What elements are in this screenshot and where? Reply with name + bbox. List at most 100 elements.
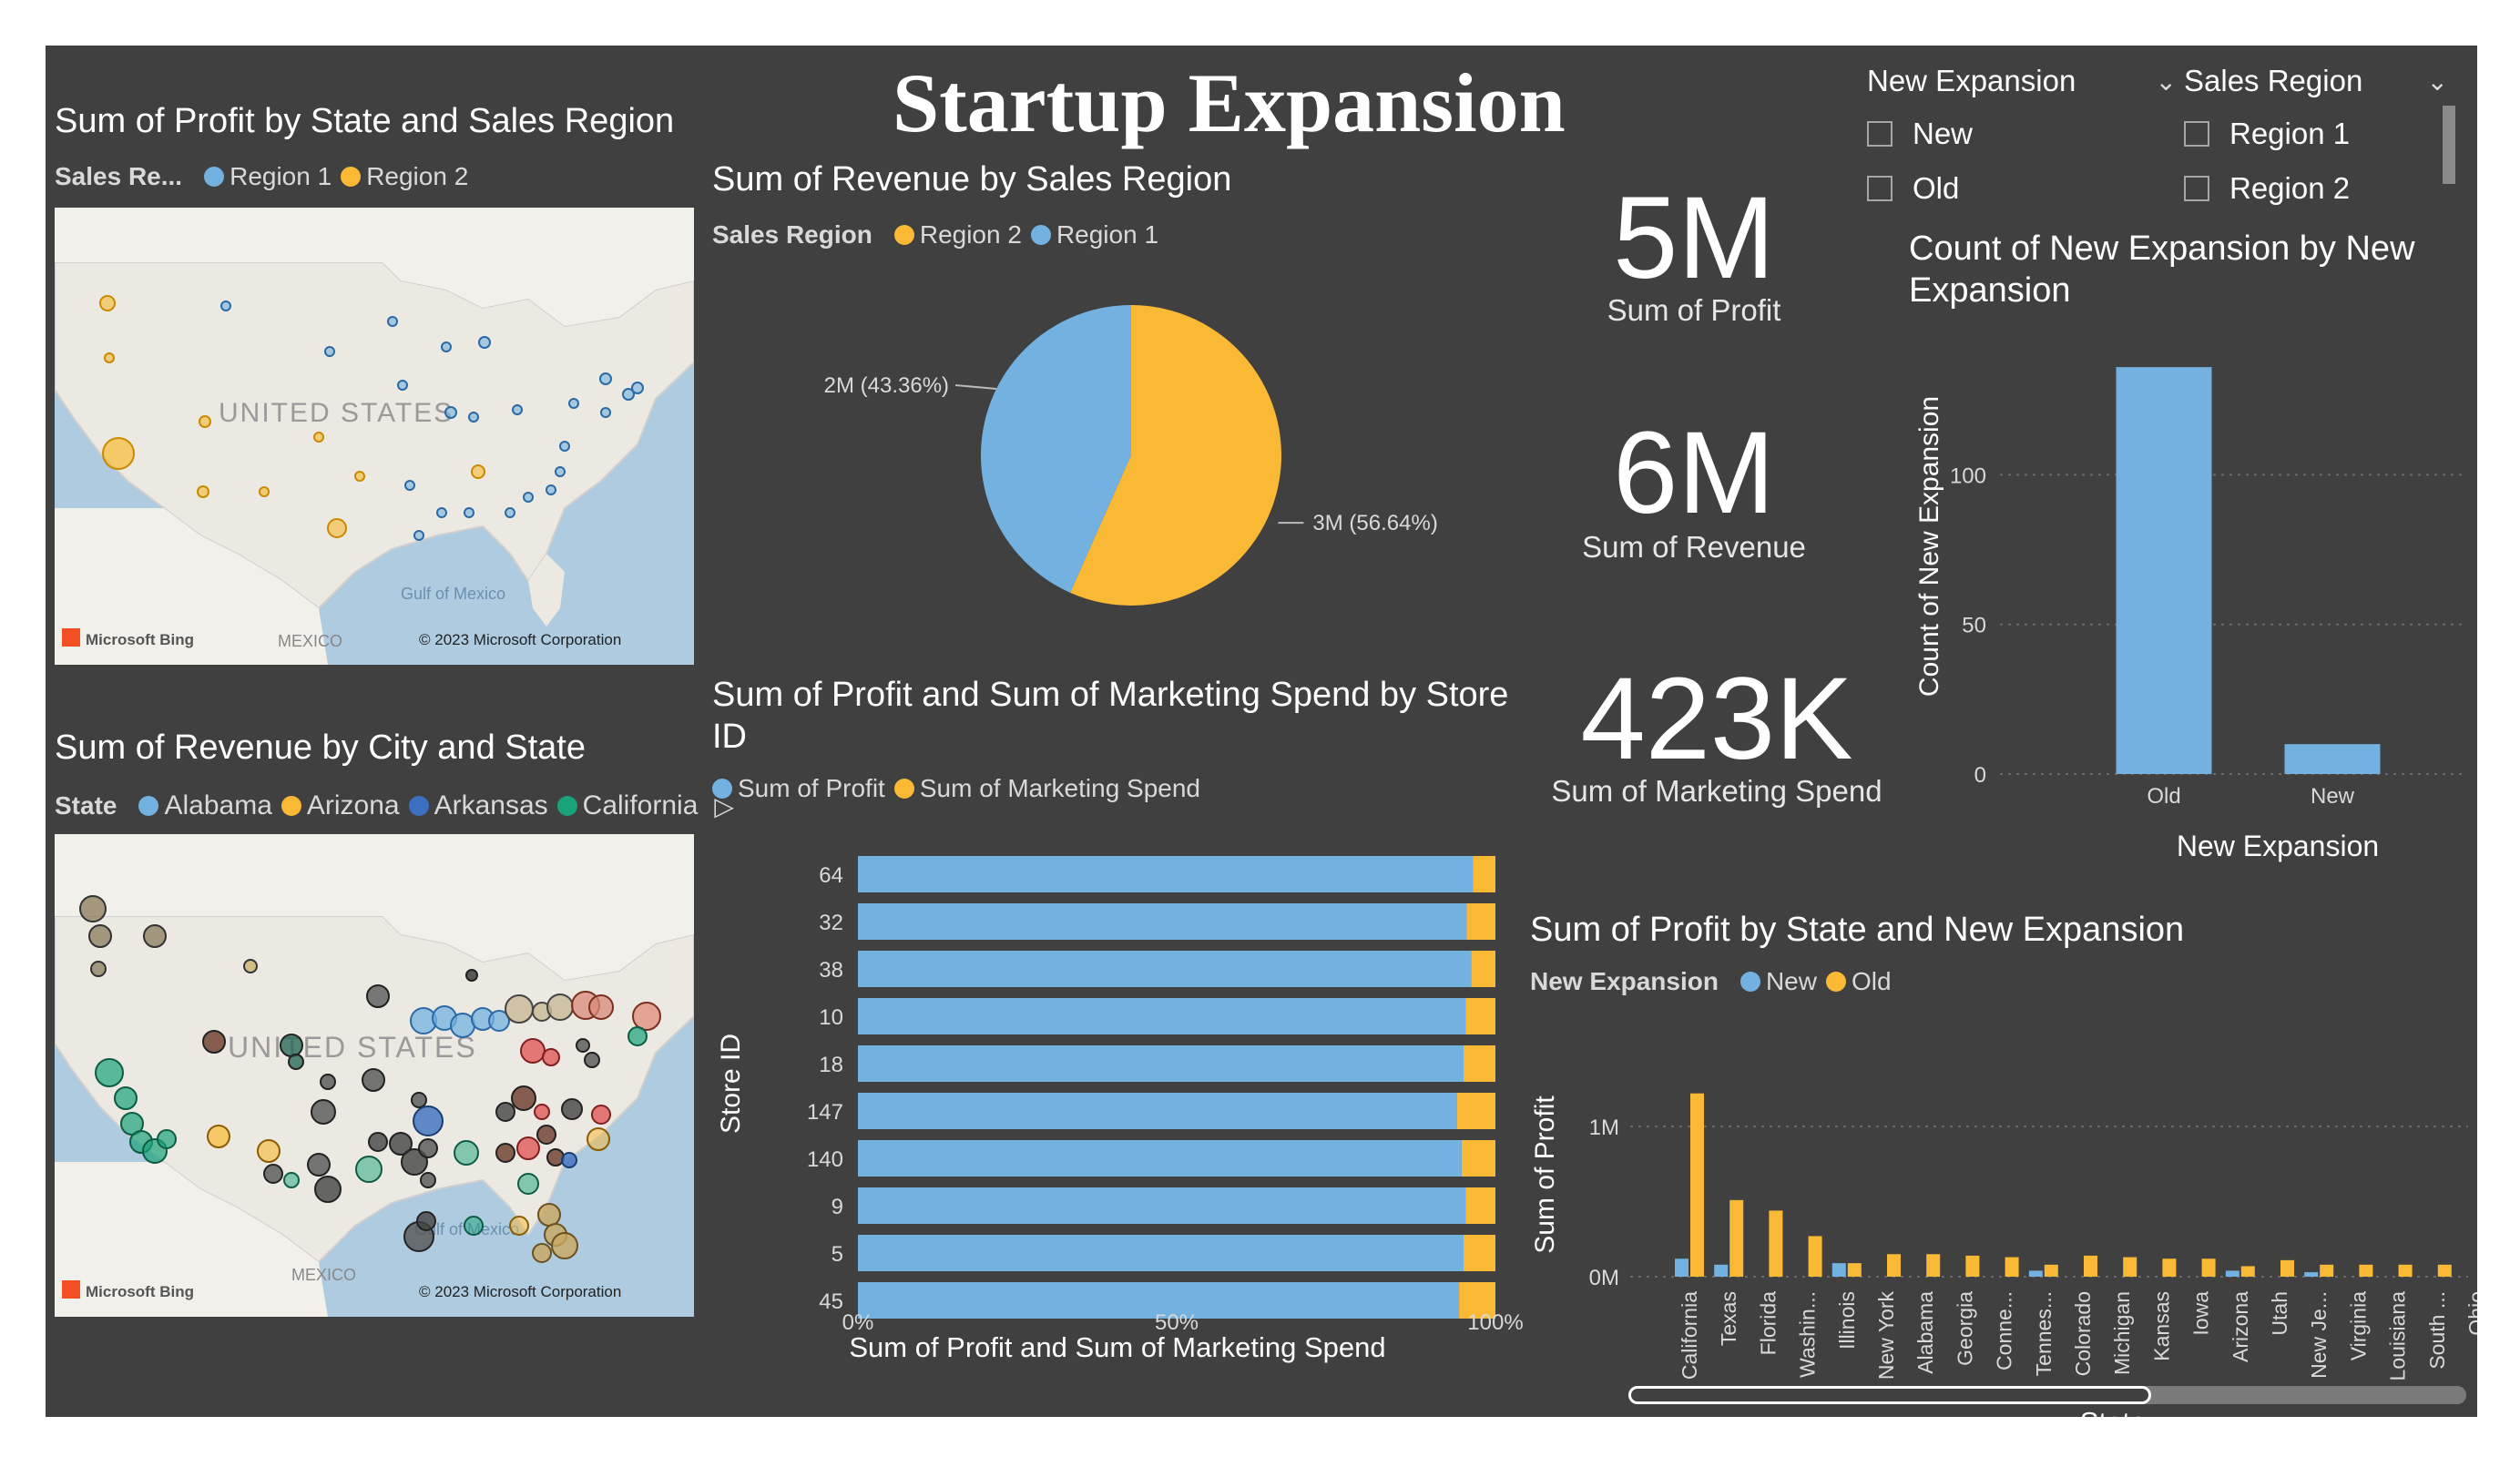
state-bar-new[interactable] xyxy=(1714,1264,1729,1277)
slicer-option-region2[interactable]: Region 2 xyxy=(2184,171,2494,206)
state-bar-new[interactable] xyxy=(2028,1270,2043,1277)
count-bar-old[interactable] xyxy=(2116,367,2212,774)
map-bubble[interactable] xyxy=(532,1243,552,1263)
map-bubble[interactable] xyxy=(313,432,324,443)
map-bubble[interactable] xyxy=(555,466,566,477)
bar-profit[interactable] xyxy=(858,1187,1466,1224)
state-bar-old[interactable] xyxy=(2005,1257,2019,1277)
map-bubble[interactable] xyxy=(401,1148,428,1176)
map-bubble[interactable] xyxy=(561,1098,583,1120)
slicer-new-expansion-header[interactable]: New Expansion ⌄ xyxy=(1867,64,2177,98)
map-bubble[interactable] xyxy=(587,1127,610,1151)
legend-next-arrow-icon[interactable]: ▷ xyxy=(714,791,734,820)
map-bubble[interactable] xyxy=(320,1074,336,1090)
map-bubble[interactable] xyxy=(546,993,574,1021)
map-bubble[interactable] xyxy=(584,1052,600,1068)
bar-marketing[interactable] xyxy=(1457,1093,1495,1129)
map-bubble[interactable] xyxy=(354,471,365,482)
map-bubble[interactable] xyxy=(495,1143,515,1163)
map-bubble[interactable] xyxy=(413,1105,444,1136)
map-bubble[interactable] xyxy=(450,1013,475,1038)
state-bar-old[interactable] xyxy=(1965,1255,1980,1277)
map-bubble[interactable] xyxy=(263,1164,283,1184)
state-bar-new[interactable] xyxy=(1675,1258,1689,1277)
map-bubble[interactable] xyxy=(102,437,135,470)
stacked-legend-marketing[interactable]: Sum of Marketing Spend xyxy=(919,774,1201,802)
map-bubble[interactable] xyxy=(243,959,258,973)
map-bubble[interactable] xyxy=(404,480,415,491)
state-bar-old[interactable] xyxy=(2084,1255,2097,1277)
map-bubble[interactable] xyxy=(591,1105,611,1125)
map-bubble[interactable] xyxy=(495,1102,515,1122)
slicer-scrollbar[interactable] xyxy=(2443,106,2455,184)
state-bar-old[interactable] xyxy=(1887,1254,1901,1277)
map-bubble[interactable] xyxy=(627,1026,648,1046)
map-bubble[interactable] xyxy=(416,1211,436,1231)
map-bubble[interactable] xyxy=(202,1030,226,1054)
profit-state-legend-old[interactable]: Old xyxy=(1851,967,1892,995)
map-bubble[interactable] xyxy=(488,1010,510,1032)
map-bubble[interactable] xyxy=(199,415,211,428)
map-bubble[interactable] xyxy=(355,1156,383,1183)
state-bar-old[interactable] xyxy=(2398,1264,2413,1277)
map-bubble[interactable] xyxy=(631,382,644,394)
map-bubble[interactable] xyxy=(517,1173,539,1195)
map-bubble[interactable] xyxy=(542,1048,560,1066)
map-bubble[interactable] xyxy=(327,518,347,538)
count-bar-new[interactable] xyxy=(2284,744,2381,774)
map-bubble[interactable] xyxy=(157,1129,177,1149)
map-bubble[interactable] xyxy=(568,398,579,409)
map-bubble[interactable] xyxy=(512,404,523,415)
map-bubble[interactable] xyxy=(420,1172,436,1188)
state-bar-old[interactable] xyxy=(2280,1259,2294,1277)
state-bar-old[interactable] xyxy=(1769,1210,1783,1277)
state-bar-old[interactable] xyxy=(2162,1258,2177,1277)
stacked-legend-profit[interactable]: Sum of Profit xyxy=(738,774,885,802)
bar-marketing[interactable] xyxy=(1465,998,1495,1034)
map-bubble[interactable] xyxy=(551,1232,578,1259)
map-bubble[interactable] xyxy=(307,1153,331,1177)
bar-profit[interactable] xyxy=(858,951,1472,987)
map-bubble[interactable] xyxy=(454,1140,479,1166)
map-bubble[interactable] xyxy=(88,924,112,948)
slicer-option-old[interactable]: Old xyxy=(1867,171,2177,206)
map-bubble[interactable] xyxy=(314,1176,342,1203)
map-bubble[interactable] xyxy=(505,994,534,1024)
map-bubble[interactable] xyxy=(143,924,167,948)
map-bubble[interactable] xyxy=(259,486,270,497)
bar-marketing[interactable] xyxy=(1473,856,1496,892)
map-bubble[interactable] xyxy=(283,1172,300,1188)
map1-legend-region2[interactable]: Region 2 xyxy=(366,162,469,190)
slicer-sales-region-header[interactable]: Sales Region ⌄ xyxy=(2184,64,2448,98)
checkbox-region2[interactable] xyxy=(2184,176,2209,201)
bar-marketing[interactable] xyxy=(1461,1140,1495,1177)
map-bubble[interactable] xyxy=(509,1216,529,1236)
map2-legend-arkansas[interactable]: Arkansas xyxy=(434,790,548,820)
state-bar-old[interactable] xyxy=(2359,1264,2373,1277)
map-bubble[interactable] xyxy=(411,1092,427,1108)
map-bubble[interactable] xyxy=(436,507,447,518)
map-bubble[interactable] xyxy=(413,530,424,541)
map-bubble[interactable] xyxy=(478,336,491,349)
map-bubble[interactable] xyxy=(368,1132,388,1152)
map-bubble[interactable] xyxy=(464,1216,484,1236)
checkbox-region1[interactable] xyxy=(2184,121,2209,147)
horizontal-scrollbar-thumb[interactable] xyxy=(1628,1386,2151,1404)
bar-profit[interactable] xyxy=(858,1282,1460,1319)
map-bubble[interactable] xyxy=(588,994,614,1020)
bar-profit[interactable] xyxy=(858,998,1466,1034)
map-bubble[interactable] xyxy=(288,1054,304,1070)
state-bar-new[interactable] xyxy=(2225,1270,2239,1277)
state-bar-old[interactable] xyxy=(2437,1264,2452,1277)
state-bar-old[interactable] xyxy=(2201,1258,2216,1277)
state-bar-old[interactable] xyxy=(1729,1199,1744,1277)
map-bubble[interactable] xyxy=(632,1002,661,1031)
state-bar-old[interactable] xyxy=(1808,1236,1822,1277)
map-bubble[interactable] xyxy=(366,984,390,1008)
map-bubble[interactable] xyxy=(511,1085,536,1111)
map-bubble[interactable] xyxy=(516,1136,540,1160)
map-bubble[interactable] xyxy=(90,961,107,977)
map-bubble[interactable] xyxy=(197,485,209,498)
bar-marketing[interactable] xyxy=(1459,1282,1495,1319)
map-bubble[interactable] xyxy=(536,1125,556,1145)
